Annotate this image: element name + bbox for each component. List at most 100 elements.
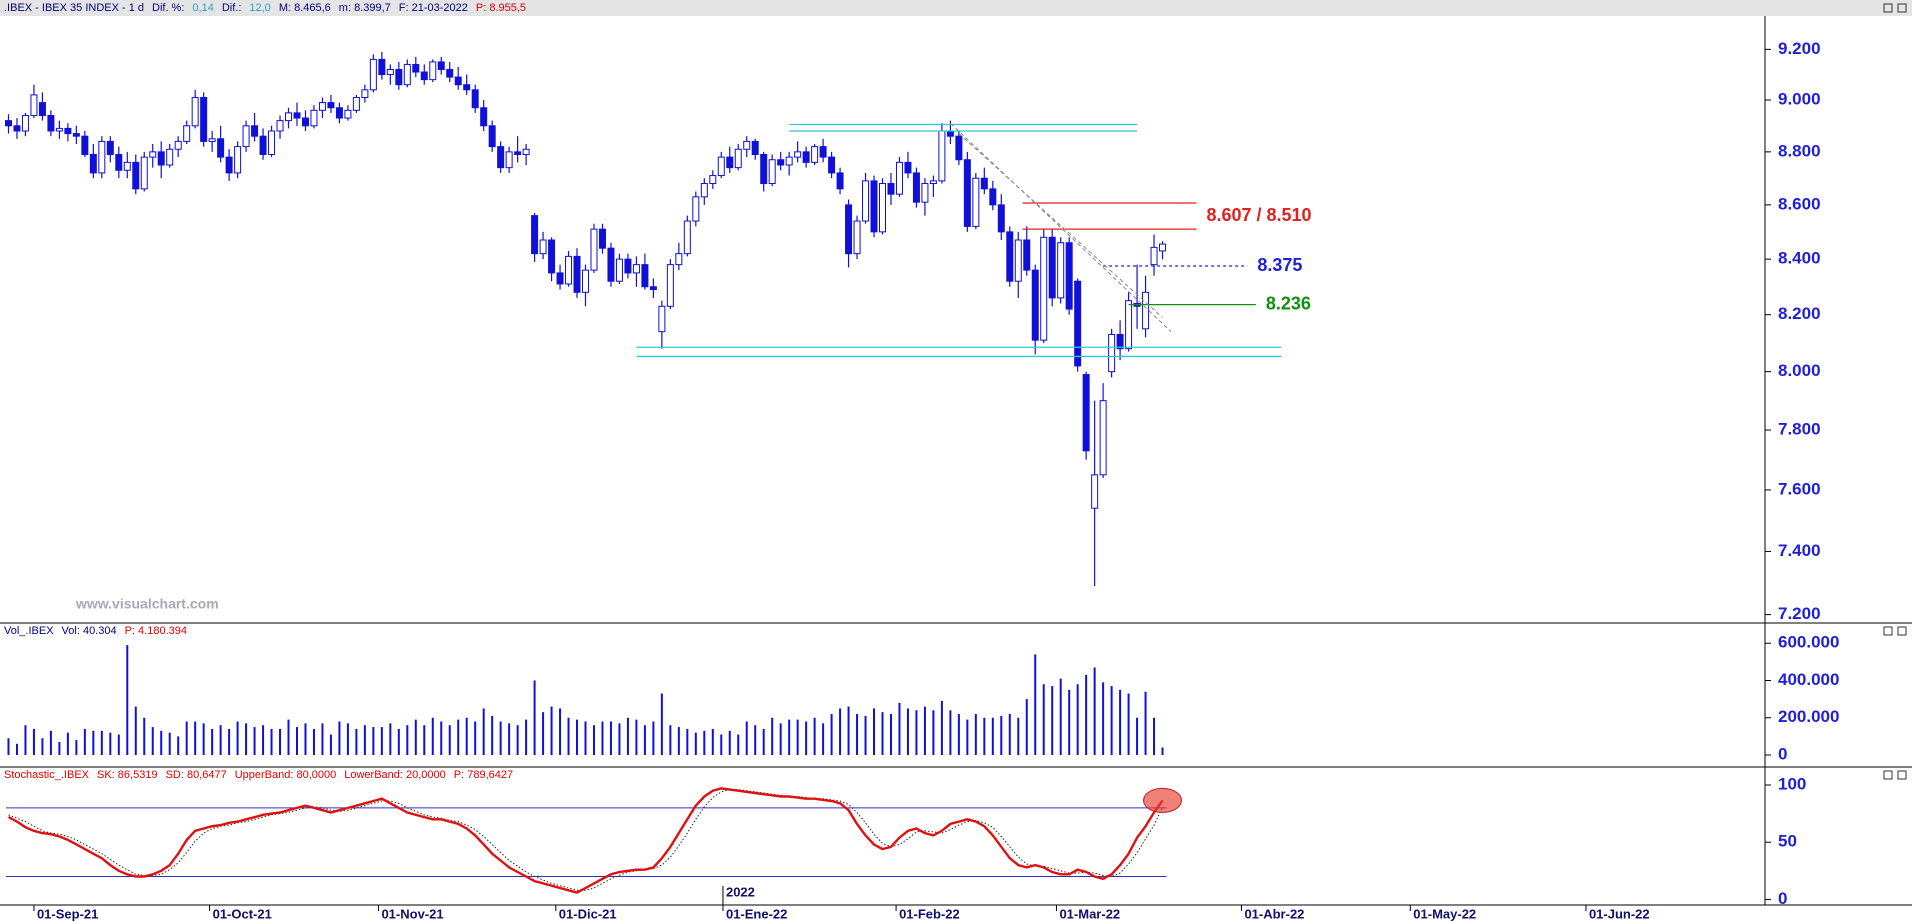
candle-body xyxy=(938,130,946,182)
candle-body xyxy=(887,183,895,195)
volume-bar xyxy=(448,725,451,756)
volume-bar xyxy=(1017,717,1020,756)
volume-bar xyxy=(728,730,731,756)
candle-body xyxy=(183,125,191,142)
volume-bar xyxy=(533,680,536,756)
candle-body xyxy=(115,153,123,171)
trend-line xyxy=(950,122,1172,333)
volume-bar xyxy=(550,706,553,756)
volume-bar xyxy=(177,736,180,756)
volume-bar xyxy=(117,734,120,756)
volume-bar xyxy=(576,719,579,756)
volume-bar xyxy=(974,714,977,756)
candle-body xyxy=(251,125,259,137)
volume-bar xyxy=(1119,689,1122,756)
volume-bar xyxy=(363,725,366,756)
pane-title: 0,14 xyxy=(192,2,213,14)
x-tick-label: 01-Mar-22 xyxy=(1059,906,1120,921)
y-tick-label: 7.200 xyxy=(1778,604,1821,623)
candle-body xyxy=(870,180,878,233)
candle-body xyxy=(997,204,1005,233)
candle-body xyxy=(89,153,97,174)
volume-bar xyxy=(686,728,689,756)
volume-bar xyxy=(151,727,154,756)
candle-body xyxy=(344,109,352,119)
volume-bar xyxy=(873,708,876,756)
y-tick-label: 8.600 xyxy=(1778,194,1821,213)
volume-bar xyxy=(457,719,460,756)
y-tick-label: 7.800 xyxy=(1778,420,1821,439)
candle-body xyxy=(768,159,776,185)
candle-body xyxy=(310,109,318,127)
volume-bar xyxy=(15,743,18,756)
volume-bar xyxy=(219,725,222,756)
candle-body xyxy=(989,188,997,206)
candle-body xyxy=(21,114,29,132)
volume-bar xyxy=(711,728,714,756)
candle-body xyxy=(649,286,657,291)
candle-body xyxy=(174,140,182,150)
volume-bar xyxy=(847,706,850,756)
volume-bar xyxy=(660,693,663,756)
volume-bar xyxy=(737,734,740,756)
candle-body xyxy=(836,172,844,190)
candle-body xyxy=(1048,236,1056,299)
volume-bar xyxy=(32,728,35,756)
candle-body xyxy=(208,138,216,142)
candle-body xyxy=(641,264,649,288)
volume-bar xyxy=(465,717,468,756)
candle-body xyxy=(751,140,759,155)
volume-bar xyxy=(414,719,417,756)
candle-body xyxy=(514,151,522,155)
candle-body xyxy=(879,183,886,233)
volume-bar xyxy=(635,719,638,756)
candle-body xyxy=(217,138,225,158)
volume-bar xyxy=(236,721,239,756)
pane-title: 12,0 xyxy=(249,2,270,14)
candle-body xyxy=(675,253,683,266)
candle-body xyxy=(361,89,369,98)
year-label: 2022 xyxy=(726,884,755,899)
pane-title: P: 789,6427 xyxy=(454,769,513,781)
candle-body xyxy=(598,228,606,249)
candle-body xyxy=(743,140,751,150)
volume-bar xyxy=(270,728,273,756)
candle-body xyxy=(1099,400,1107,476)
volume-bar xyxy=(720,734,723,756)
candle-body xyxy=(845,204,853,255)
candle-body xyxy=(828,156,836,174)
candle-body xyxy=(963,159,971,227)
volume-bar xyxy=(856,714,859,756)
volume-bar xyxy=(694,732,697,756)
volume-bar xyxy=(245,723,248,756)
volume-bar xyxy=(618,723,621,756)
candle-body xyxy=(921,183,929,203)
candle-body xyxy=(658,305,666,333)
volume-bar xyxy=(228,728,231,756)
candle-body xyxy=(106,140,114,155)
y-tick-label: 50 xyxy=(1778,832,1797,851)
volume-bar xyxy=(75,740,78,756)
candle-body xyxy=(225,156,233,174)
x-tick-label: 01-Feb-22 xyxy=(899,906,960,921)
volume-bar xyxy=(779,723,782,756)
candle-body xyxy=(285,112,293,122)
candle-body xyxy=(293,112,301,119)
candle-body xyxy=(352,96,360,111)
volume-bar xyxy=(915,710,918,756)
candle-body xyxy=(531,215,539,255)
candle-body xyxy=(683,220,691,255)
volume-bar xyxy=(889,714,892,756)
candle-body xyxy=(895,161,903,195)
level-label: 8.607 / 8.510 xyxy=(1206,205,1311,225)
candle-body xyxy=(811,146,819,163)
pane-title: Vol: 40.304 xyxy=(62,625,117,637)
volume-bar xyxy=(584,721,587,756)
candle-body xyxy=(946,130,954,137)
y-tick-label: 7.600 xyxy=(1778,479,1821,498)
candle-body xyxy=(81,135,89,155)
window-button xyxy=(1883,626,1893,636)
candle-body xyxy=(403,63,411,86)
